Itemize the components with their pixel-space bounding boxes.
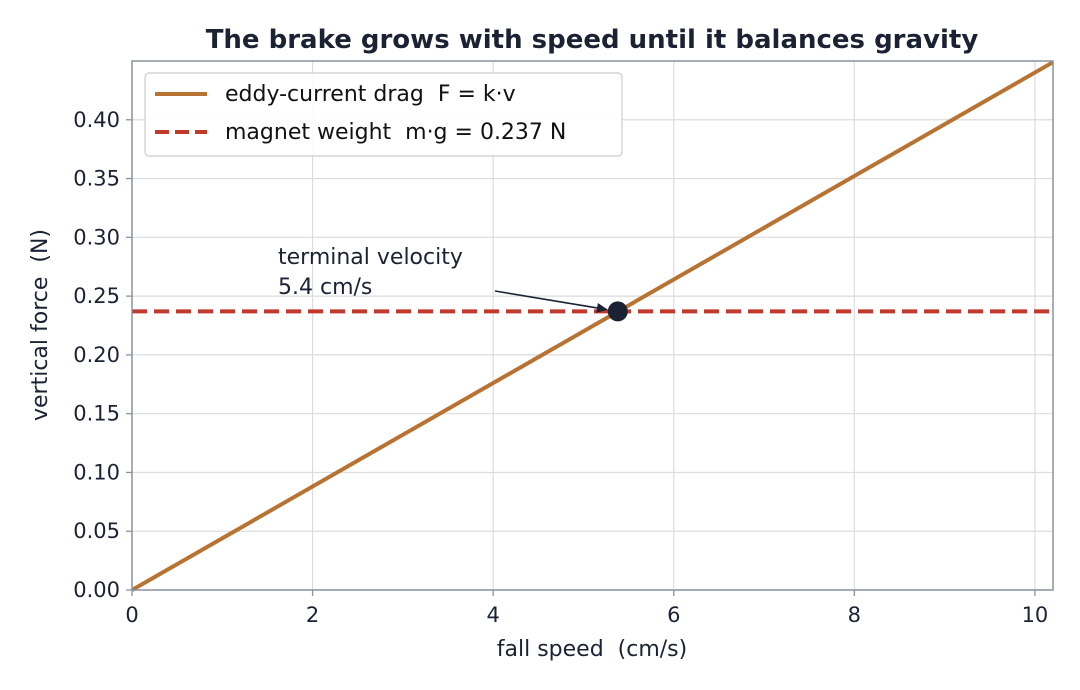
- annotation-arrow: [494, 290, 598, 309]
- y-tick-label: 0.40: [73, 108, 120, 132]
- chart-title: The brake grows with speed until it bala…: [206, 25, 979, 55]
- y-tick-label: 0.10: [73, 460, 120, 484]
- x-tick-label: 8: [848, 603, 861, 627]
- ticks: 0 2 4 6 8 10 0.00 0.05 0.10 0.15 0.20 0.25 0.30 0.35 0…: [73, 108, 1048, 627]
- annotation: terminal velocity 5.4 cm/s: [278, 245, 608, 313]
- grid: [131, 61, 1053, 591]
- annotation-arrowhead: [596, 303, 608, 313]
- plot-frame: [131, 60, 1054, 591]
- y-tick-label: 0.35: [73, 167, 120, 191]
- y-tick-label: 0.15: [73, 402, 120, 426]
- annotation-line2: 5.4 cm/s: [278, 275, 372, 300]
- y-axis-label: vertical force (N): [28, 229, 53, 421]
- x-tick-label: 4: [486, 603, 499, 627]
- intersection-point: [607, 301, 628, 322]
- y-tick-label: 0.30: [73, 225, 120, 249]
- series-layer: [131, 60, 1054, 592]
- series-line-drag: [131, 60, 1054, 592]
- y-tick-label: 0.05: [73, 519, 120, 543]
- y-tick-label: 0.00: [73, 578, 120, 602]
- annotation-line1: terminal velocity: [278, 245, 463, 270]
- x-tick-label: 10: [1022, 603, 1049, 627]
- x-tick-label: 6: [667, 603, 680, 627]
- x-axis-label: fall speed (cm/s): [497, 637, 687, 662]
- x-tick-label: 0: [125, 603, 138, 627]
- y-tick-label: 0.20: [73, 343, 120, 367]
- legend-label-drag: eddy-current drag F = k·v: [225, 82, 516, 107]
- legend-box: [144, 72, 623, 157]
- legend: eddy-current drag F = k·v magnet weight …: [144, 72, 623, 157]
- y-tick-label: 0.25: [73, 284, 120, 308]
- x-tick-label: 2: [306, 603, 319, 627]
- legend-label-weight: magnet weight m·g = 0.237 N: [225, 120, 566, 145]
